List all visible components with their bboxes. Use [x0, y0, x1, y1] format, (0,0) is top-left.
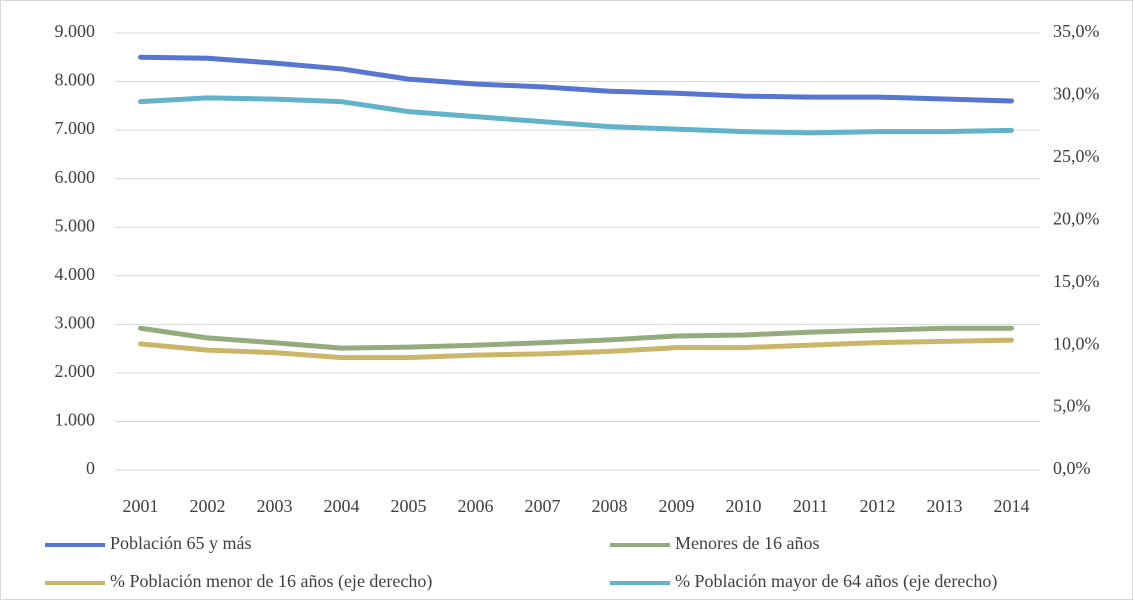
series-line: [138, 95, 1014, 136]
y2-tick-label: 20,0%: [1053, 208, 1100, 228]
y-tick-label: 5.000: [55, 215, 96, 235]
y2-tick-label: 35,0%: [1053, 21, 1100, 41]
series-line: [138, 337, 1014, 361]
legend-label: Población 65 y más: [110, 533, 252, 553]
y-tick-label: 8.000: [55, 70, 96, 90]
y-tick-label: 9.000: [55, 21, 96, 41]
y-tick-label: 4.000: [55, 264, 96, 284]
x-tick-label: 2002: [190, 496, 226, 516]
x-tick-label: 2001: [123, 496, 159, 516]
legend-label: Menores de 16 años: [675, 533, 819, 553]
series-line: [138, 54, 1014, 104]
y-tick-label: 6.000: [55, 167, 96, 187]
x-tick-label: 2012: [860, 496, 896, 516]
y2-tick-label: 0,0%: [1053, 458, 1091, 478]
y-tick-label: 7.000: [55, 118, 96, 138]
y-tick-label: 1.000: [55, 410, 96, 430]
y-tick-label: 2.000: [55, 361, 96, 381]
x-tick-label: 2013: [927, 496, 963, 516]
x-tick-label: 2006: [458, 496, 494, 516]
legend-label: % Población menor de 16 años (eje derech…: [110, 571, 432, 592]
x-tick-label: 2011: [793, 496, 828, 516]
x-tick-label: 2010: [726, 496, 762, 516]
x-tick-label: 2005: [391, 496, 427, 516]
y-tick-label: 0: [86, 458, 95, 478]
x-tick-label: 2008: [592, 496, 628, 516]
x-tick-label: 2004: [324, 496, 360, 516]
x-tick-label: 2014: [994, 496, 1030, 516]
y2-tick-label: 25,0%: [1053, 146, 1100, 166]
x-tick-label: 2009: [659, 496, 695, 516]
y-tick-label: 3.000: [55, 312, 96, 332]
x-tick-label: 2007: [525, 496, 561, 516]
y2-tick-label: 30,0%: [1053, 84, 1100, 104]
x-tick-label: 2003: [257, 496, 293, 516]
y2-tick-label: 15,0%: [1053, 271, 1100, 291]
y2-tick-label: 10,0%: [1053, 333, 1100, 353]
y2-tick-label: 5,0%: [1053, 396, 1091, 416]
series-line: [138, 325, 1014, 351]
legend-label: % Población mayor de 64 años (eje derech…: [675, 571, 997, 592]
